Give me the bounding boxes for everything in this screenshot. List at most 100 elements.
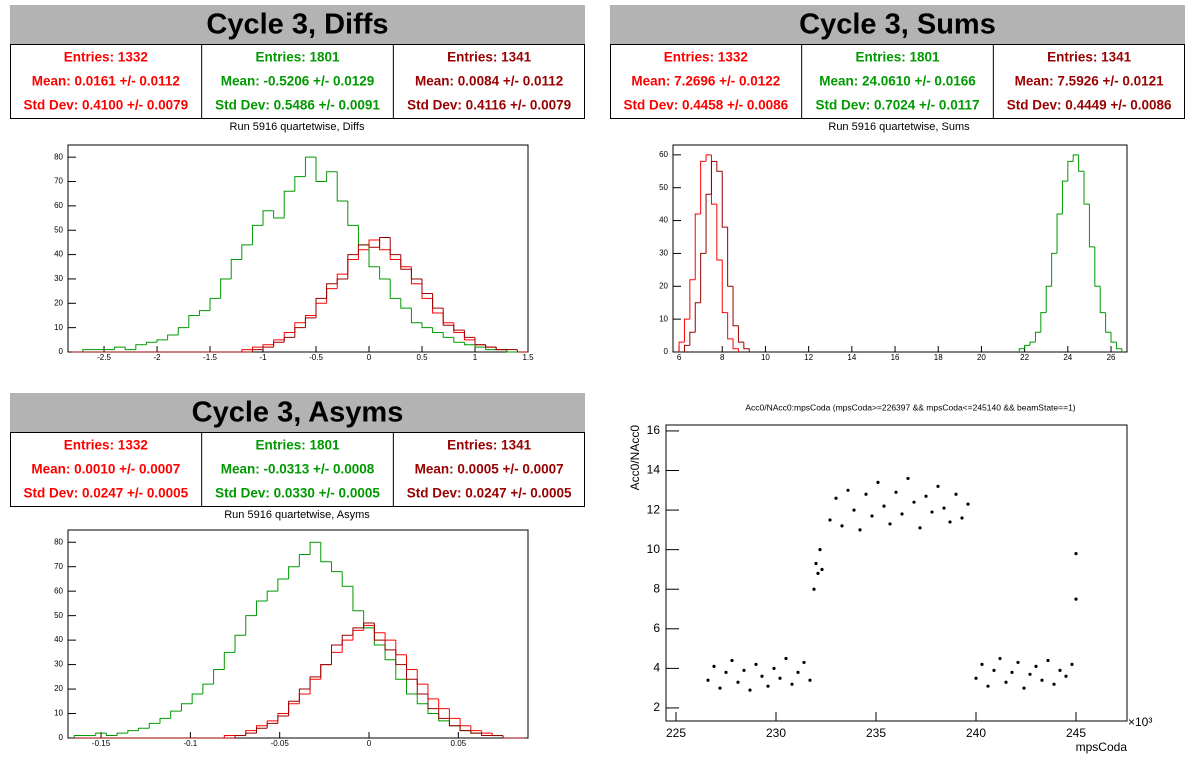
x-tick-label: -0.5 [309,353,323,362]
hist-bin [442,332,454,338]
x-tick-label: 0 [367,353,372,362]
scatter-point [1034,664,1038,668]
scatter-point [864,492,868,496]
hist-bin [223,735,236,738]
hist-bin [384,632,396,641]
y-tick-label: 20 [659,281,668,290]
hist-bin [1105,312,1112,333]
scatter-point [730,658,734,663]
stats-text: Std Dev: 0.0247 +/- 0.0005 [407,486,572,501]
hist-bin [453,322,465,334]
hist-bin [363,622,375,628]
hist-bin [234,634,246,653]
hist-bin [459,725,471,732]
hist-bin [251,349,264,352]
hist-bin [315,157,327,183]
hist-bin [283,190,295,219]
x-tick-label: 20 [977,353,986,362]
hist-bin [357,225,370,246]
stats-box [10,432,585,507]
stats-text: Entries: 1341 [447,50,532,65]
hist-bin [320,664,332,677]
hist-bin [463,332,476,341]
y-tick-label: 50 [54,225,63,234]
hist-bin [689,331,696,346]
hist-bin [273,210,285,219]
x-tick-label: 0 [367,739,372,748]
scatter-point [846,488,850,492]
x-tick-label: 8 [720,353,725,362]
panel-title: Cycle 3, Sums [799,9,996,41]
hist-bin [188,314,200,328]
hist-bin [438,713,450,722]
hist-bin [1115,342,1123,352]
stats-text: Std Dev: 0.0330 +/- 0.0005 [215,486,380,501]
y-tick-label: 60 [659,150,668,159]
scatter-point [942,506,946,510]
hist-bin [262,344,274,348]
scatter-point [882,504,886,508]
hist-bin [298,688,311,702]
scatter-point [766,684,770,688]
hist-bin [320,542,332,563]
y-tick-label: 60 [54,586,63,595]
hist-bin [330,644,343,665]
hist-bin [400,259,412,268]
hist-bin [700,252,707,303]
hist-bin [485,344,497,348]
hist-bin [288,566,300,579]
scatter-point [1058,668,1062,672]
hist-bin [384,645,396,661]
scatter-point [876,480,880,484]
stats-text: Entries: 1801 [855,50,940,65]
hist-bin [105,733,118,737]
y-tick-label: 80 [54,537,63,546]
scatter-point [742,668,746,672]
y-tick-label: 50 [54,611,63,620]
scatter-point [980,662,984,667]
hist-bin [116,732,128,736]
scatter-point [828,518,832,522]
hist-bin [1094,246,1101,287]
stats-text: Mean: 0.0010 +/- 0.0007 [31,462,180,477]
scatter-point [724,670,728,674]
scatter-point [790,682,794,686]
stats-text: Std Dev: 0.7024 +/- 0.0117 [816,98,980,113]
hist-bin [251,224,264,245]
hist-bin [502,735,514,739]
hist-bin [406,679,418,695]
x-tick-label: 14 [847,353,856,362]
scatter-point [1022,686,1026,690]
hist-bin [474,339,486,346]
y-tick-label: 12 [647,502,661,516]
hist-bin [1034,331,1041,343]
hist-bin [304,317,317,328]
hist-bin [432,327,444,334]
hist-bin [721,171,728,228]
hist-bin [177,327,189,335]
scatter-point [930,510,934,514]
y-tick-label: 40 [54,635,63,644]
stats-text: Std Dev: 0.4100 +/- 0.0079 [23,98,188,113]
hist-bin [427,684,439,700]
scatter-point [712,664,716,668]
hist-bin [406,664,418,680]
hist-bin [743,342,750,352]
hist-bin [416,693,428,705]
scatter-point [820,567,824,572]
y-tick-label: 20 [54,298,63,307]
x-tick-label: 12 [804,353,813,362]
scatter-point [754,662,758,667]
x-tick-label: -2 [153,353,161,362]
hist-bin [277,715,289,724]
hist-bin [241,244,253,260]
hist-bin [1029,341,1036,346]
x-tick-label: -0.1 [183,739,197,748]
hist-bin [459,718,471,727]
scatter-point [888,522,892,526]
hist-bin [368,244,380,248]
y-tick-label: 20 [54,684,63,693]
scatter-point [954,492,958,496]
y-axis-label: Acc0/NAcc0 [628,425,642,491]
